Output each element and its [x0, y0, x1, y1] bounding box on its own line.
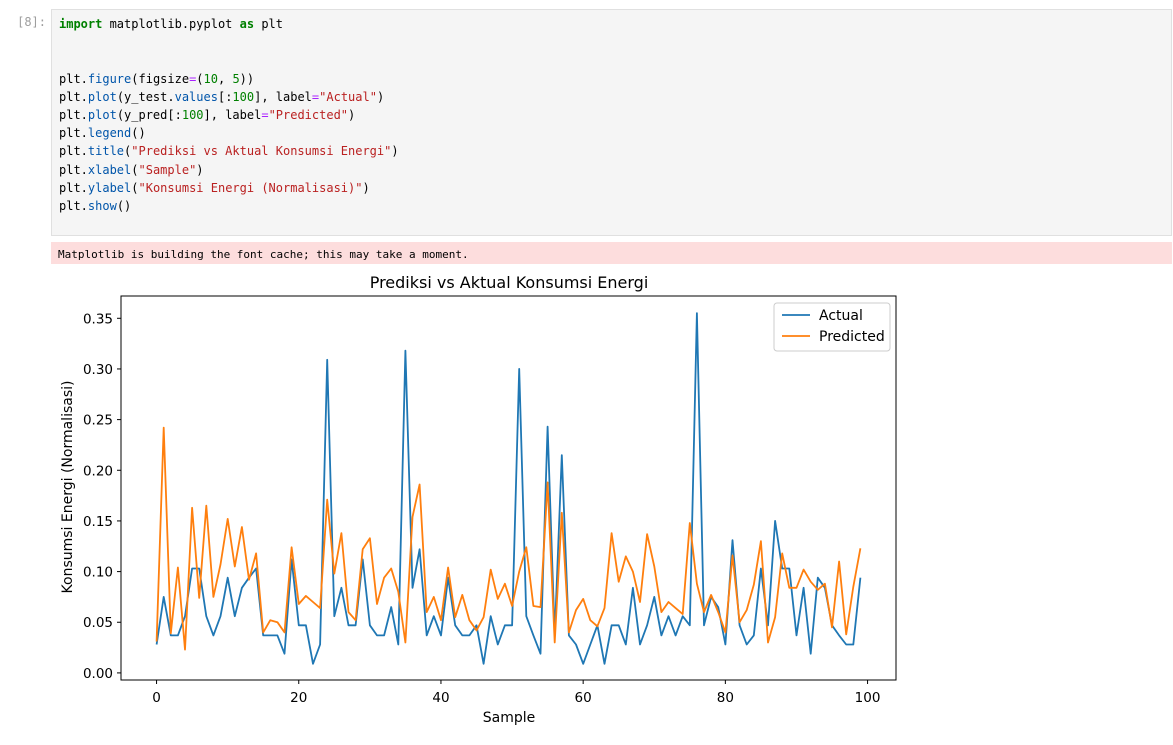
y-tick-label: 0.05 [83, 615, 113, 631]
code-token: plt. [59, 180, 88, 195]
x-tick-label: 60 [575, 690, 592, 706]
stderr-output: Matplotlib is building the font cache; t… [51, 242, 1172, 264]
code-token: matplotlib.pyplot [102, 17, 240, 31]
code-editor[interactable]: import matplotlib.pyplot as plt plt.figu… [51, 9, 1172, 236]
code-token: = [261, 108, 269, 123]
legend-label-predicted: Predicted [819, 329, 885, 345]
x-axis-label: Sample [483, 710, 536, 726]
code-token: ylabel [87, 180, 132, 195]
code-token: "Predicted" [268, 108, 349, 123]
code-token: 100 [232, 89, 255, 104]
cell-prompt: [8]: [17, 15, 46, 29]
x-tick-label: 80 [717, 690, 734, 706]
code-token: "Prediksi vs Aktual Konsumsi Energi" [131, 144, 392, 159]
code-token: show [87, 199, 117, 214]
code-token: = [189, 71, 197, 86]
y-axis-label: Konsumsi Energi (Normalisasi) [60, 381, 76, 594]
code-token: "Actual" [319, 89, 377, 104]
code-token: (y_test. [116, 89, 175, 104]
code-token: plt. [59, 108, 88, 123]
code-token: plt. [59, 71, 88, 86]
axes-frame [120, 295, 897, 681]
code-token: 100 [181, 108, 204, 123]
code-text[interactable]: import matplotlib.pyplot as plt plt.figu… [59, 15, 399, 215]
y-tick-label: 0.35 [83, 311, 113, 327]
code-token: ( [124, 144, 132, 159]
code-token: "Sample" [138, 162, 197, 177]
code-token: = [311, 89, 320, 104]
x-tick-label: 20 [290, 690, 307, 706]
code-token: plt. [59, 89, 88, 104]
code-token: legend [87, 126, 132, 141]
y-tick-label: 0.15 [83, 514, 113, 530]
code-token: plt. [59, 162, 88, 177]
code-token: 10 [203, 71, 218, 86]
y-tick-label: 0.30 [83, 362, 113, 378]
code-token: ], label [254, 89, 312, 104]
code-token: ) [391, 144, 399, 159]
chart-title: Prediksi vs Aktual Konsumsi Energi [370, 273, 649, 292]
code-token: plot [87, 108, 117, 123]
series-lines [155, 312, 862, 665]
code-token: )) [239, 71, 255, 86]
code-token: plt. [59, 199, 88, 214]
code-token: "Konsumsi Energi (Normalisasi)" [138, 180, 363, 195]
code-token: import [59, 17, 103, 31]
y-tick-label: 0.00 [83, 666, 113, 682]
chart-legend: Actual Predicted [773, 302, 891, 352]
code-token: , [217, 71, 233, 86]
y-tick-label: 0.10 [83, 565, 113, 581]
code-token: xlabel [87, 162, 132, 177]
code-token: plt. [59, 126, 88, 141]
code-token: values [174, 89, 218, 104]
code-token: [: [217, 89, 233, 104]
legend-label-actual: Actual [819, 308, 863, 324]
code-token: ) [196, 162, 204, 177]
y-tick-label: 0.25 [83, 413, 113, 429]
code-token: ) [348, 108, 356, 123]
code-token: plt. [59, 144, 88, 159]
code-token: plt [254, 17, 283, 31]
code-token: ) [376, 89, 385, 104]
x-tick-label: 0 [152, 690, 161, 706]
series-line-predicted [155, 426, 862, 651]
code-token: title [87, 144, 125, 159]
x-tick-label: 100 [855, 690, 881, 706]
code-token: figure [87, 71, 132, 86]
code-token: () [131, 126, 146, 141]
line-chart: Prediksi vs Aktual Konsumsi Energi 0.000… [60, 273, 897, 726]
code-token: plot [87, 89, 117, 104]
x-tick-label: 40 [432, 690, 449, 706]
code-token: as [239, 17, 255, 31]
plot-area [120, 295, 897, 681]
x-axis-ticks: 0 20 40 60 80 100 [152, 680, 880, 706]
code-token: 5 [232, 71, 240, 86]
code-token: (figsize [131, 71, 190, 86]
code-token: ( [131, 180, 139, 195]
series-line-actual [155, 312, 862, 665]
code-token: ], label [203, 108, 262, 123]
code-token: ( [196, 71, 204, 86]
y-tick-label: 0.20 [83, 463, 113, 479]
code-token: (y_pred[: [116, 108, 182, 123]
code-token: ) [362, 180, 370, 195]
code-token: ( [131, 162, 139, 177]
y-axis-ticks: 0.00 0.05 0.10 0.15 0.20 0.25 0.30 0.35 [83, 311, 121, 682]
code-token: () [116, 199, 132, 214]
